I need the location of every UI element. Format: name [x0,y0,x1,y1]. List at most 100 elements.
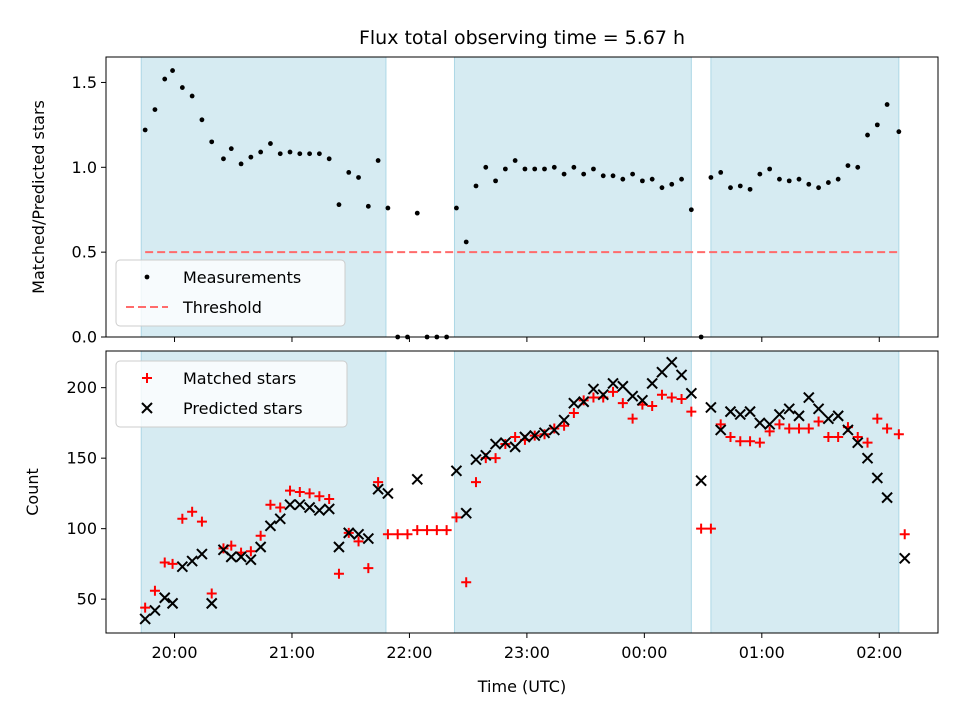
legend-box [115,360,348,428]
axes-frame [105,56,939,338]
legend-label: Matched stars [183,369,296,388]
predicted-star-point [626,390,639,402]
matched-star-point [647,400,658,411]
predicted-star-point [470,453,482,466]
predicted-star-point [852,436,864,449]
matched-star-point [813,416,824,427]
measurement-point [454,205,459,211]
observing-interval-band [453,350,692,634]
measurement-point [375,158,381,163]
matched-star-point [324,494,335,505]
matched-star-point [373,477,384,488]
matched-star-point [852,432,863,443]
matched-star-point [872,413,883,424]
predicted-star-point [149,604,161,617]
predicted-star-point [254,541,267,553]
measurement-point [757,171,763,177]
predicted-star-point [176,561,189,573]
predicted-star-point [577,396,590,408]
predicted-star-point [411,473,423,486]
matched-star-point [803,423,814,434]
predicted-star-point [294,498,306,511]
predicted-star-point [822,412,835,425]
predicted-star-point [323,503,335,515]
matched-star-point [333,568,344,579]
measurement-point [162,76,168,82]
measurement-point [512,158,518,163]
matched-star-point [149,585,160,596]
measurement-point [221,156,226,162]
legend-predicted-marker [141,402,153,414]
measurement-point [522,166,528,172]
measurement-point [786,178,792,184]
matched-star-point [862,437,873,448]
measurement-point [199,117,205,123]
matched-star-point [568,408,579,419]
matched-star-point [833,432,844,443]
measurement-point [483,164,489,170]
top-panel: 0.0 0.5 1.0 1.5 Matched/Predicted stars Measu… [29,56,939,347]
measurement-point [493,178,498,184]
predicted-star-point [313,504,326,517]
predicted-star-point [352,528,365,541]
legend-measurements-marker [144,274,150,280]
predicted-star-point [460,507,472,519]
predicted-star-point [803,391,815,404]
matched-star-point [159,557,170,568]
measurement-point [747,186,753,192]
predicted-star-point [303,501,316,514]
measurement-point [639,178,645,184]
measurement-point [228,146,234,152]
matched-star-point [617,398,628,409]
measurement-point [649,176,655,182]
x-tick-label: 22:00 [386,643,432,662]
measurement-point [816,185,821,191]
measurement-point [142,127,148,133]
matched-star-point [735,436,746,447]
predicted-star-point [509,441,521,453]
predicted-star-point [159,592,171,604]
matched-star-point [206,588,217,599]
matched-star-point [784,423,795,434]
predicted-star-point [499,436,512,449]
measurement-point [669,181,675,187]
predicted-star-point [139,613,151,625]
predicted-star-point [597,389,609,401]
predicted-star-point [705,401,717,414]
predicted-star-point [529,429,541,442]
predicted-star-point [568,397,580,409]
predicted-star-point [617,380,629,392]
measurement-point [884,102,890,107]
legend-box [115,259,346,327]
matched-star-point [285,485,296,496]
predicted-star-point [656,366,668,378]
measurement-point [179,85,185,90]
matched-star-point [392,529,403,540]
predicted-star-point [793,410,805,422]
matched-star-point [705,523,716,534]
predicted-star-point [186,555,198,567]
measurement-point [591,166,596,172]
predicted-star-point [724,405,737,418]
matched-star-point [656,389,667,400]
measurement-point [855,164,861,170]
legend-label: Predicted stars [183,399,303,418]
matched-star-point [745,436,756,447]
matched-star-point [265,499,276,510]
matched-star-point [177,513,188,524]
measurement-point [542,166,547,172]
matched-star-point [899,529,910,540]
matched-star-point [715,419,726,430]
observing-interval-band [710,56,900,338]
measurement-point [356,175,361,180]
legend: Matched stars Predicted stars [115,360,348,428]
chart-title: Flux total observing time = 5.67 h [359,27,685,49]
measurement-point [571,164,577,170]
legend: Measurements Threshold [115,259,346,327]
y-tick-label: 1.5 [72,73,97,92]
predicted-star-point [333,541,345,553]
predicted-star-point [587,383,600,395]
measurement-point [277,151,283,157]
matched-star-point [823,432,834,443]
matched-star-point [412,525,423,536]
